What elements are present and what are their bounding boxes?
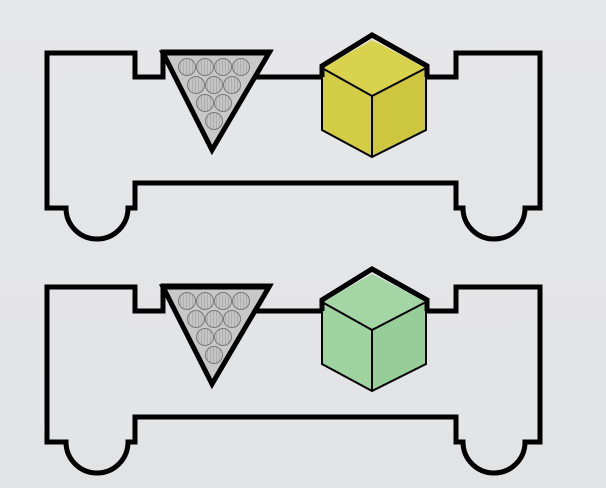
cube-top-outline xyxy=(319,266,430,311)
ball-6 xyxy=(205,310,223,328)
cube-top-outline xyxy=(319,32,430,77)
cube-left-face xyxy=(322,302,372,391)
ball-8 xyxy=(196,94,214,112)
ball-4 xyxy=(232,58,250,76)
bottom-cart xyxy=(44,266,543,476)
cone-outline xyxy=(158,284,274,390)
ball-3 xyxy=(214,58,232,76)
cone-outline xyxy=(158,50,274,156)
cart-body-outline xyxy=(44,266,543,476)
cube-right-face xyxy=(372,302,426,391)
cube-edges xyxy=(321,301,427,393)
cube-icon xyxy=(319,32,430,159)
ball-7 xyxy=(223,76,241,94)
ball-1 xyxy=(178,292,196,310)
ball-cluster-icon xyxy=(158,284,274,390)
ball-10 xyxy=(205,112,223,130)
ball-1 xyxy=(178,58,196,76)
cube-icon xyxy=(319,266,430,393)
ball-4 xyxy=(232,292,250,310)
cube-edges xyxy=(321,67,427,159)
cube-right-face xyxy=(372,68,426,157)
ball-8 xyxy=(196,328,214,346)
ball-7 xyxy=(223,310,241,328)
ball-cluster-icon xyxy=(158,50,274,156)
ball-2 xyxy=(196,292,214,310)
top-cart xyxy=(44,32,543,242)
cart-body-outline xyxy=(44,32,543,242)
cube-left-face xyxy=(322,68,372,157)
ball-9 xyxy=(214,94,232,112)
ball-6 xyxy=(205,76,223,94)
ball-3 xyxy=(214,292,232,310)
ball-9 xyxy=(214,328,232,346)
ball-5 xyxy=(187,310,205,328)
ball-10 xyxy=(205,346,223,364)
ball-2 xyxy=(196,58,214,76)
ball-5 xyxy=(187,76,205,94)
